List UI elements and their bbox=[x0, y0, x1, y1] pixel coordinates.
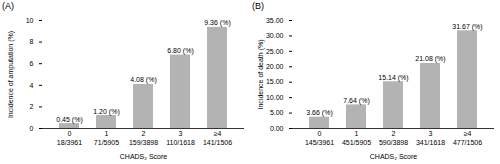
svg-text:3: 3 bbox=[429, 130, 433, 137]
svg-text:0: 0 bbox=[318, 130, 322, 137]
svg-text:341/1618: 341/1618 bbox=[416, 139, 445, 146]
svg-text:110/1618: 110/1618 bbox=[166, 139, 195, 146]
svg-text:141/1506: 141/1506 bbox=[203, 139, 232, 146]
svg-text:0: 0 bbox=[30, 125, 34, 132]
svg-text:≥4: ≥4 bbox=[464, 130, 472, 137]
html-text:(B): (B) bbox=[252, 1, 264, 11]
svg-text:6: 6 bbox=[30, 60, 34, 67]
svg-text:25.00: 25.00 bbox=[266, 48, 284, 55]
svg-text:18/3961: 18/3961 bbox=[57, 139, 82, 146]
svg-text:2: 2 bbox=[392, 130, 396, 137]
svg-text:3.66 (%): 3.66 (%) bbox=[306, 109, 332, 117]
svg-text:Incidence of amputation (%): Incidence of amputation (%) bbox=[7, 31, 15, 118]
svg-text:6.80 (%): 6.80 (%) bbox=[167, 47, 193, 55]
svg-text:1: 1 bbox=[355, 130, 359, 137]
svg-text:15.00: 15.00 bbox=[266, 78, 284, 85]
html-text:(A): (A) bbox=[2, 1, 14, 11]
svg-text:145/3961: 145/3961 bbox=[305, 139, 334, 146]
svg-text:159/3898: 159/3898 bbox=[129, 139, 158, 146]
svg-text:30.00: 30.00 bbox=[266, 32, 284, 39]
svg-text:2: 2 bbox=[142, 130, 146, 137]
svg-text:35.00: 35.00 bbox=[266, 17, 284, 24]
svg-text:21.08 (%): 21.08 (%) bbox=[415, 55, 445, 63]
svg-text:451/5905: 451/5905 bbox=[342, 139, 371, 146]
svg-text:590/3898: 590/3898 bbox=[379, 139, 408, 146]
svg-text:Incidence of death (%): Incidence of death (%) bbox=[257, 39, 265, 109]
svg-text:0: 0 bbox=[68, 130, 72, 137]
svg-text:15.14 (%): 15.14 (%) bbox=[378, 74, 408, 82]
svg-text:0.00: 0.00 bbox=[270, 125, 284, 132]
svg-text:1: 1 bbox=[105, 130, 109, 137]
svg-text:≥4: ≥4 bbox=[214, 130, 222, 137]
svg-text:CHADS₂ Score: CHADS₂ Score bbox=[120, 153, 168, 160]
svg-text:10: 10 bbox=[26, 17, 34, 24]
svg-text:0.45 (%): 0.45 (%) bbox=[56, 116, 82, 124]
svg-text:4.08 (%): 4.08 (%) bbox=[130, 76, 156, 84]
svg-text:CHADS₂ Score: CHADS₂ Score bbox=[370, 153, 418, 160]
svg-text:7.64 (%): 7.64 (%) bbox=[343, 97, 369, 105]
svg-text:3: 3 bbox=[179, 130, 183, 137]
svg-text:5.00: 5.00 bbox=[270, 109, 284, 116]
svg-text:2: 2 bbox=[30, 103, 34, 110]
svg-text:20.00: 20.00 bbox=[266, 63, 284, 70]
svg-text:9.36 (%): 9.36 (%) bbox=[204, 19, 230, 27]
svg-text:4: 4 bbox=[30, 82, 34, 89]
svg-text:1.20 (%): 1.20 (%) bbox=[93, 108, 119, 116]
svg-text:8: 8 bbox=[30, 38, 34, 45]
svg-text:31.67 (%): 31.67 (%) bbox=[452, 23, 482, 31]
svg-text:477/1506: 477/1506 bbox=[453, 139, 482, 146]
svg-text:71/5905: 71/5905 bbox=[94, 139, 119, 146]
svg-text:10.00: 10.00 bbox=[266, 94, 284, 101]
